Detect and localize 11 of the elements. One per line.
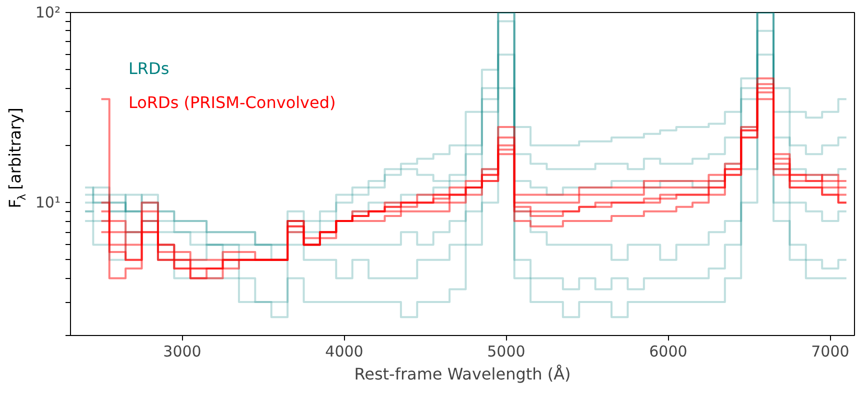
x-tick-label: 4000 xyxy=(325,342,364,360)
y-tick-label: 10¹ xyxy=(35,194,61,212)
x-tick-label: 6000 xyxy=(649,342,688,360)
x-tick-label: 3000 xyxy=(163,342,202,360)
x-tick-label: 5000 xyxy=(487,342,526,360)
x-tick-label: 7000 xyxy=(811,342,850,360)
y-tick-label: 10² xyxy=(35,4,61,22)
text: LoRDs (PRISM-Convolved) xyxy=(128,93,336,112)
y-axis-title: Fλ [arbitrary] xyxy=(6,108,28,208)
text: LRDs xyxy=(128,59,170,78)
x-axis-title: Rest-frame Wavelength (Å) xyxy=(354,364,571,384)
